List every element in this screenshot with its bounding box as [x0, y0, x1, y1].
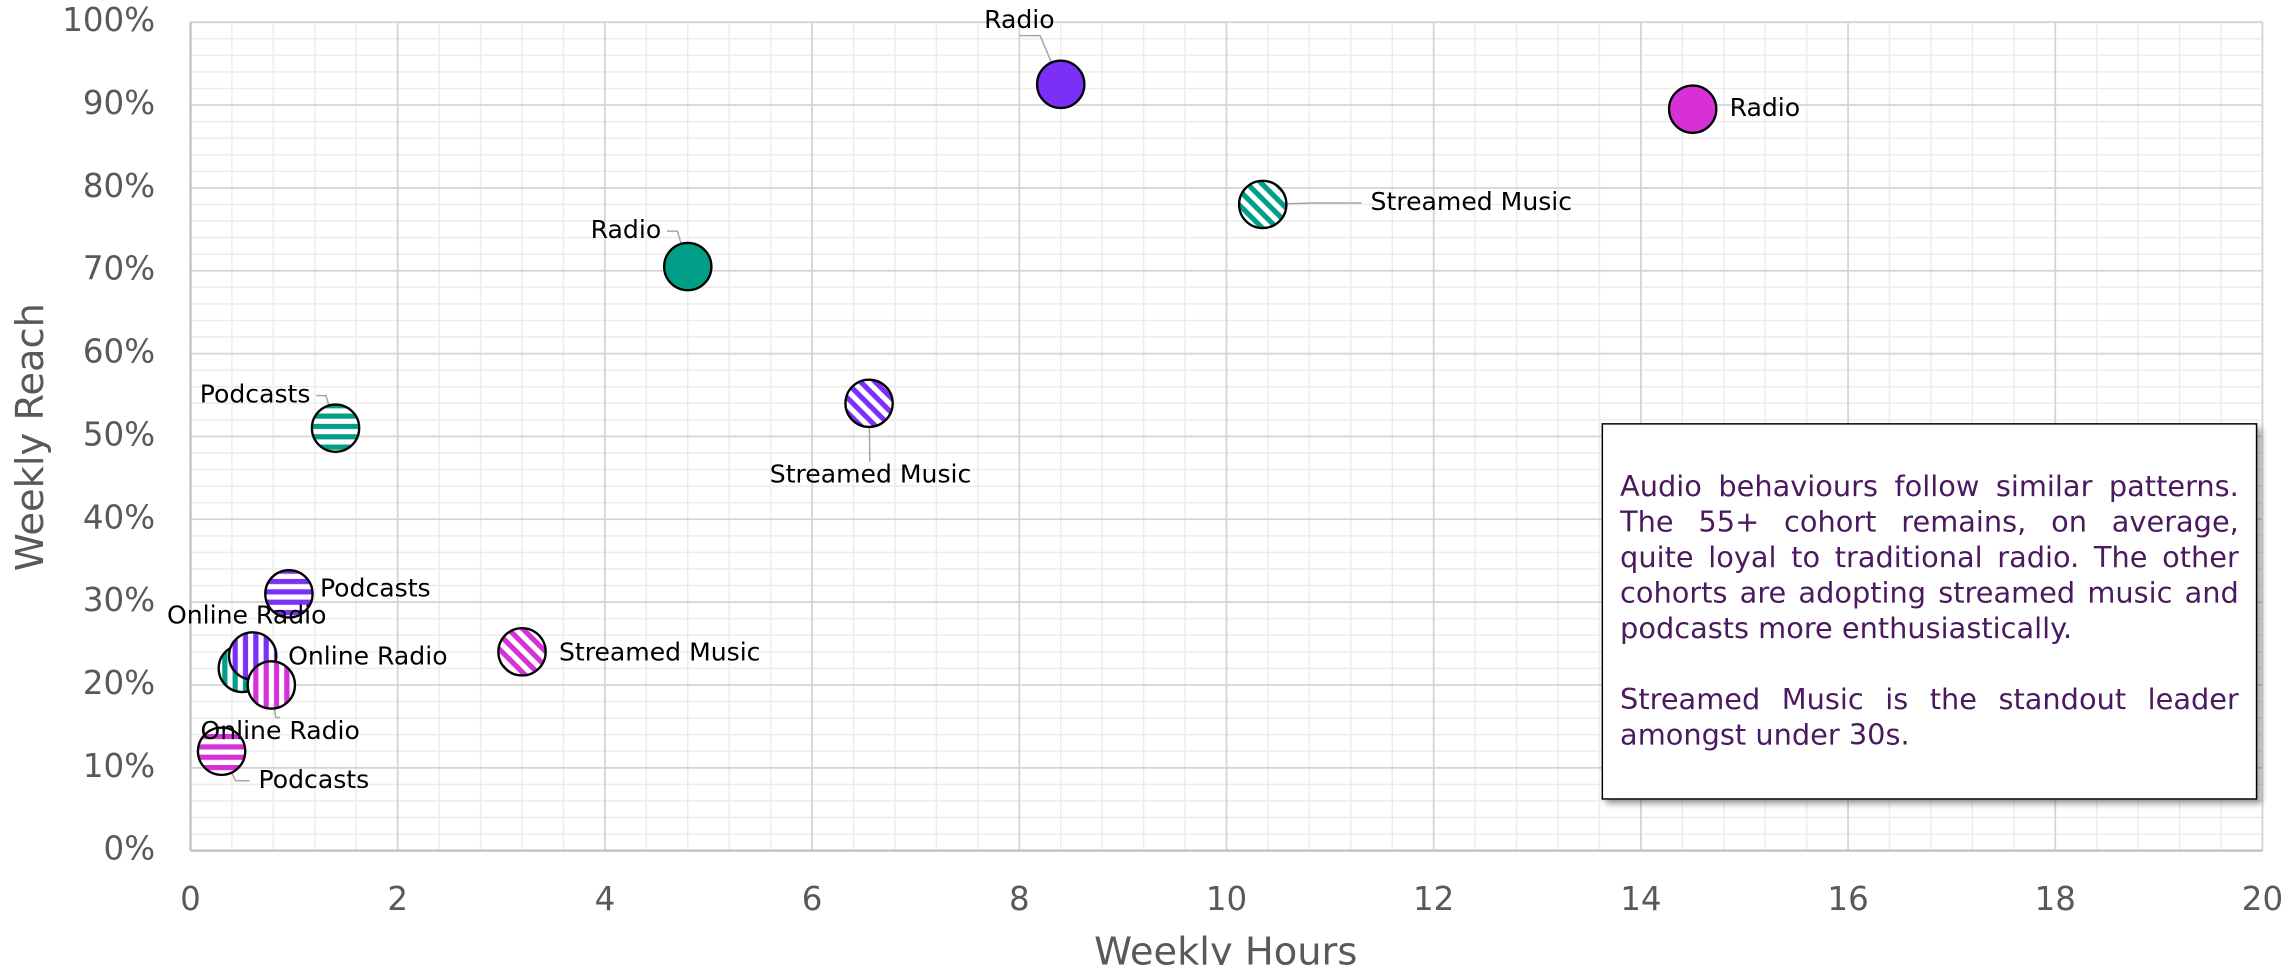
x-tick-label: 10 [1206, 880, 1247, 918]
annotation-area: Audio behaviours follow similar patterns… [1620, 470, 2239, 754]
x-axis-title: Weekly Hours [1094, 930, 1357, 965]
point-label: Podcasts [259, 765, 370, 794]
point-label: Streamed Music [559, 637, 761, 666]
point-label: Online Radio [167, 601, 326, 630]
x-tick-label: 4 [595, 880, 616, 918]
y-tick-label: 20% [83, 664, 155, 702]
point [497, 627, 547, 677]
x-tick-label: 20 [2242, 880, 2283, 918]
y-tick-label: 0% [104, 830, 156, 868]
x-tick-label: 2 [387, 880, 408, 918]
y-tick-label: 10% [83, 747, 155, 785]
x-tick-label: 0 [180, 880, 201, 918]
point [662, 241, 713, 292]
y-tick-label: 60% [83, 333, 155, 371]
x-tick-label: 6 [802, 880, 823, 918]
point [310, 403, 361, 453]
point-label: Radio [591, 215, 662, 244]
point-label: Podcasts [320, 573, 431, 602]
point [844, 378, 894, 429]
x-tick-label: 12 [1413, 880, 1454, 918]
point-label: Podcasts [200, 380, 311, 409]
x-tick-label: 18 [2035, 880, 2076, 918]
x-tick-label: 14 [1620, 880, 1661, 918]
point [246, 660, 297, 710]
y-tick-label: 50% [83, 415, 155, 453]
y-tick-label: 90% [83, 84, 155, 122]
y-tick-label: 30% [83, 581, 155, 619]
annotation-box [1601, 423, 2258, 800]
point-label: Radio [984, 5, 1055, 34]
point-label: Online Radio [288, 641, 447, 670]
annotation: Audio behaviours follow similar patterns… [1620, 470, 2239, 754]
point [1035, 59, 1086, 110]
annotation-paragraph: Audio behaviours follow similar patterns… [1620, 469, 2239, 646]
point [196, 726, 247, 777]
point [1667, 84, 1718, 134]
y-tick-label: 100% [62, 1, 155, 39]
y-tick-label: 40% [83, 498, 155, 536]
x-tick-label: 16 [1827, 880, 1868, 918]
point-label: Streamed Music [770, 460, 972, 489]
point [264, 569, 314, 619]
point [1237, 179, 1288, 230]
y-axis-title: Weekly Reach [8, 303, 53, 571]
y-tick-label: 70% [83, 250, 155, 288]
x-tick-label: 8 [1009, 880, 1030, 918]
point-label: Streamed Music [1371, 187, 1573, 216]
point-label: Online Radio [200, 716, 359, 745]
point-label: Radio [1730, 93, 1801, 122]
y-tick-label: 80% [83, 167, 155, 205]
annotation-paragraph: Streamed Music is the standout leader am… [1620, 682, 2239, 752]
